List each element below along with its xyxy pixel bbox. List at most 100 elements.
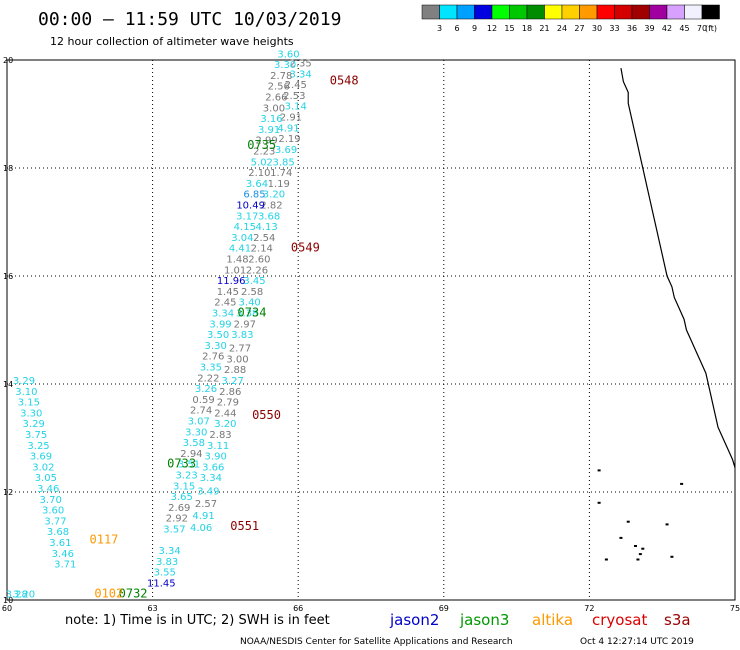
- island-mark: [619, 536, 623, 539]
- wave-height-value: 3.28: [6, 589, 28, 600]
- wave-height-value: 2.54: [253, 233, 275, 244]
- y-tick-label: 14: [3, 380, 13, 389]
- pass-time-label: 0102: [94, 586, 123, 600]
- wave-height-value: 3.38: [236, 309, 258, 320]
- wave-height-value: 3.99: [209, 319, 231, 330]
- legend-swatch: [561, 4, 580, 20]
- legend-swatch: [649, 4, 668, 20]
- legend-label: 70: [697, 24, 707, 33]
- legend-swatch: [439, 4, 458, 20]
- wave-height-value: 1.01: [224, 265, 246, 276]
- legend-label: 36: [627, 24, 637, 33]
- y-tick-label: 10: [3, 596, 13, 605]
- legend-swatch: [596, 4, 615, 20]
- wave-height-value: 10.49: [236, 201, 265, 212]
- pass-time-label: 0735: [247, 138, 276, 152]
- wave-height-value: 3.75: [25, 430, 47, 441]
- wave-height-value: 2.60: [248, 255, 270, 266]
- legend-label: 42: [662, 24, 672, 33]
- footer-timestamp: Oct 4 12:27:14 UTC 2019: [580, 637, 694, 647]
- wave-height-value: 2.56: [268, 82, 290, 93]
- wave-height-value: 3.30: [20, 408, 42, 419]
- wave-height-value: 2.45: [214, 298, 236, 309]
- wave-height-value: 6.85: [243, 190, 265, 201]
- wave-height-value: 3.15: [18, 398, 40, 409]
- island-mark: [636, 558, 640, 561]
- satellite-name: altika: [532, 611, 573, 629]
- legend-swatch: [509, 4, 528, 20]
- wave-height-value: 2.99: [256, 136, 278, 147]
- satellite-name: s3a: [664, 611, 691, 629]
- legend-swatch: [421, 4, 440, 20]
- wave-height-value: 2.83: [209, 430, 231, 441]
- pass-time-label: 0549: [291, 241, 320, 255]
- legend-swatch: [474, 4, 493, 20]
- wave-height-value: 2.97: [234, 319, 256, 330]
- legend-label: 39: [644, 24, 654, 33]
- pass-time-label: 0733: [167, 457, 196, 471]
- wave-height-value: 2.14: [251, 244, 273, 255]
- x-tick-label: 60: [2, 604, 12, 613]
- legend-swatch: [666, 4, 685, 20]
- wave-height-value: 2.94: [180, 449, 202, 460]
- wave-height-value: 3.69: [275, 145, 297, 156]
- legend-label: 9: [472, 24, 477, 33]
- wave-height-value: 2.79: [217, 398, 239, 409]
- legend-label: 15: [504, 24, 514, 33]
- legend-swatch: [614, 4, 633, 20]
- legend-label: 30: [592, 24, 602, 33]
- island-mark: [597, 501, 601, 504]
- chart-subtitle: 12 hour collection of altimeter wave hei…: [50, 35, 294, 48]
- y-tick-label: 18: [3, 164, 13, 173]
- pass-time-label: 0732: [119, 586, 148, 600]
- wave-height-value: 3.68: [47, 527, 69, 538]
- legend-swatch: [526, 4, 545, 20]
- wave-height-value: 3.26: [195, 384, 217, 395]
- wave-height-value: 3.46: [37, 484, 59, 495]
- wave-height-value: 2.26: [246, 265, 268, 276]
- wave-height-value: 3.55: [154, 568, 176, 579]
- wave-height-value: 3.30: [274, 60, 296, 71]
- wave-height-value: 2.91: [280, 112, 302, 123]
- x-tick-label: 72: [584, 604, 594, 613]
- legend-swatch: [684, 4, 703, 20]
- wave-height-value: 2.22: [197, 373, 219, 384]
- legend-swatch: [631, 4, 650, 20]
- pass-time-label: 0548: [330, 73, 359, 87]
- wave-height-value: 2.86: [219, 387, 241, 398]
- island-mark: [597, 469, 601, 472]
- wave-height-value: 3.69: [30, 452, 52, 463]
- wave-height-value: 3.65: [171, 492, 193, 503]
- wave-height-value: 3.07: [188, 417, 210, 428]
- wave-height-value: 3.61: [49, 538, 71, 549]
- satellite-legend: jason2 jason3 altika cryosat s3a: [389, 611, 691, 629]
- wave-height-value: 2.74: [190, 406, 212, 417]
- wave-height-value: 11.96: [217, 276, 246, 287]
- wave-height-value: 3.40: [239, 298, 261, 309]
- footer-note: note: 1) Time is in UTC; 2) SWH is in fe…: [65, 613, 330, 628]
- wave-height-value: 3.29: [23, 419, 45, 430]
- island-mark: [641, 547, 645, 550]
- x-tick-label: 75: [730, 604, 740, 613]
- legend-swatch: [456, 4, 475, 20]
- y-tick-label: 12: [3, 488, 13, 497]
- wave-height-value: 3.85: [273, 157, 295, 168]
- wave-height-value: 4.91: [277, 123, 299, 134]
- island-mark: [634, 545, 638, 547]
- altimeter-tracks: 2.353.342.452.533.142.914.912.193.693.85…: [6, 49, 359, 600]
- legend-label: 45: [679, 24, 689, 33]
- legend-label: 27: [574, 24, 584, 33]
- pass-time-label: 0551: [230, 519, 259, 533]
- wave-height-value: 3.57: [163, 525, 185, 536]
- island-mark: [638, 553, 642, 556]
- wave-height-value: 3.15: [173, 481, 195, 492]
- x-tick-label: 63: [148, 604, 158, 613]
- wave-height-value: 3.04: [231, 233, 253, 244]
- legend-swatch: [579, 4, 598, 20]
- wave-height-value: 2.23: [253, 147, 275, 158]
- color-legend: 3 6 9 12 15 18 21 24 27 30 33 36 39 42 45 70: [421, 4, 720, 33]
- legend-label: 18: [522, 24, 532, 33]
- wave-height-value: 3.14: [285, 102, 307, 113]
- wave-height-value: 3.46: [52, 549, 74, 560]
- satellite-name: cryosat: [592, 611, 647, 629]
